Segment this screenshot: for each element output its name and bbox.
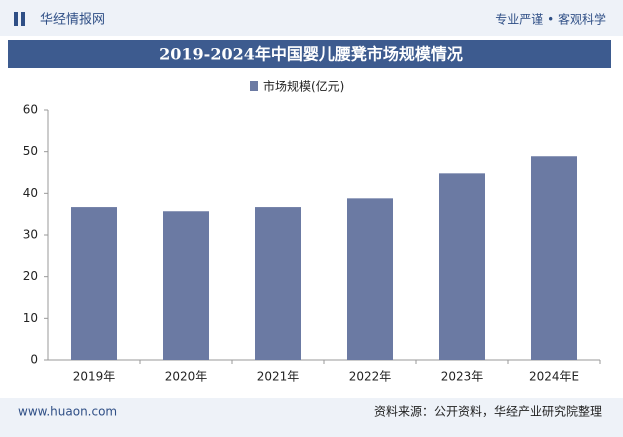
bar	[531, 156, 577, 360]
x-tick-label: 2019年	[73, 370, 116, 384]
logo-icon	[21, 12, 25, 26]
y-tick-label: 40	[23, 186, 38, 200]
x-tick-label: 2024年E	[529, 370, 579, 384]
slogan: 专业严谨 • 客观科学	[495, 12, 606, 27]
y-tick-label: 0	[30, 353, 38, 367]
x-tick-label: 2022年	[349, 370, 392, 384]
x-tick-label: 2021年	[257, 370, 300, 384]
title-bar	[8, 40, 611, 68]
bar	[347, 198, 393, 360]
top-bar	[0, 0, 623, 36]
website: www.huaon.com	[18, 405, 117, 419]
chart-title: 2019-2024年中国婴儿腰凳市场规模情况	[159, 45, 463, 64]
y-tick-label: 30	[23, 228, 38, 242]
bar	[255, 207, 301, 360]
y-tick-label: 20	[23, 269, 38, 283]
bar	[71, 207, 117, 360]
y-tick-label: 10	[23, 311, 38, 325]
legend-label: 市场规模(亿元)	[263, 79, 344, 94]
bar	[439, 173, 485, 360]
source: 资料来源：公开资料，华经产业研究院整理	[374, 404, 602, 419]
logo-icon	[14, 12, 18, 26]
x-tick-label: 2023年	[441, 370, 484, 384]
bar	[163, 211, 209, 360]
footer-bar	[0, 398, 623, 437]
legend-swatch	[250, 81, 258, 91]
y-tick-label: 50	[23, 144, 38, 158]
logo-text: 华经情报网	[40, 13, 105, 28]
y-tick-label: 60	[23, 103, 38, 117]
x-tick-label: 2020年	[165, 370, 208, 384]
